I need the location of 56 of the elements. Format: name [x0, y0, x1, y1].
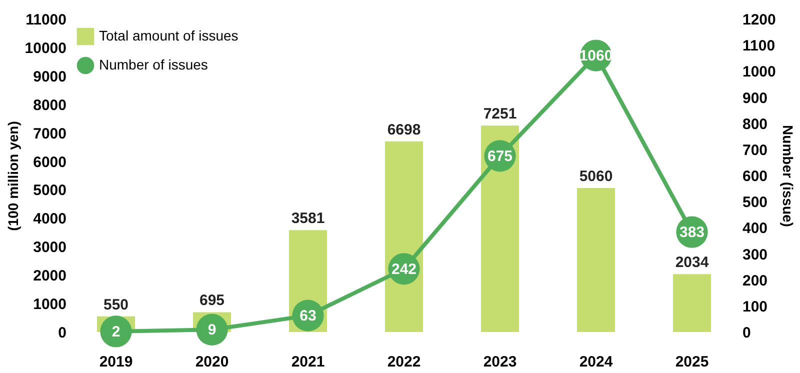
y-tick-label: 6000: [33, 154, 66, 171]
x-tick-label: 2021: [291, 354, 325, 370]
data-label: 63: [300, 308, 316, 325]
y-tick-label: 8000: [33, 96, 66, 114]
data-label: 1060: [579, 48, 613, 65]
x-tick-label: 2020: [195, 354, 229, 370]
y-tick-label: 1000: [33, 296, 66, 314]
y2-tick-label: 200: [742, 272, 768, 290]
y2-tick-label: 100: [742, 298, 768, 316]
y2-tick-label: 1200: [742, 12, 776, 28]
bar: [385, 141, 423, 332]
data-label: 5060: [579, 168, 613, 186]
y-tick-label: 2000: [33, 268, 66, 285]
data-label: 2034: [675, 254, 710, 272]
data-label: 3581: [291, 210, 325, 228]
x-tick-label: 2019: [99, 354, 133, 370]
y2-tick-label: 700: [742, 142, 768, 159]
bar: [673, 274, 711, 332]
y2-tick-label: 400: [742, 220, 768, 238]
x-tick-label: 2023: [483, 354, 517, 370]
y-tick-label: 4000: [33, 210, 66, 228]
data-label: 2: [112, 323, 120, 340]
y-axis-title: (100 million yen): [4, 121, 21, 231]
y2-tick-label: 0: [742, 324, 751, 342]
x-tick-label: 2024: [579, 354, 614, 370]
data-label: 550: [103, 296, 129, 314]
y2-tick-label: 1100: [742, 38, 776, 55]
y-tick-label: 5000: [33, 182, 66, 200]
data-label: 9: [208, 322, 216, 339]
data-label: 695: [199, 292, 225, 310]
y2-tick-label: 500: [742, 194, 768, 212]
data-label: 675: [487, 148, 513, 165]
y-tick-label: 9000: [33, 68, 66, 86]
y-tick-label: 0: [58, 324, 66, 342]
y2-tick-label: 600: [742, 168, 768, 185]
y2-tick-label: 300: [742, 246, 768, 264]
y2-tick-label: 900: [742, 90, 768, 107]
legend-label: Total amount of issues: [99, 28, 238, 44]
data-label: 6698: [387, 121, 421, 138]
y2-tick-label: 800: [742, 116, 768, 133]
y-tick-label: 7000: [33, 125, 66, 142]
x-tick-label: 2022: [387, 354, 421, 370]
y2-axis-title: Number (issue): [780, 125, 796, 227]
point: [100, 316, 132, 348]
data-label: 242: [391, 260, 417, 278]
data-label: 383: [679, 224, 705, 242]
bar: [481, 126, 519, 332]
y-tick-label: 11000: [26, 12, 66, 28]
bar: [577, 188, 615, 332]
data-label: 7251: [483, 106, 517, 123]
legend-label: Number of issues: [99, 56, 208, 72]
x-tick-label: 2025: [675, 354, 709, 370]
y2-tick-label: 1000: [742, 64, 776, 81]
point: [196, 314, 228, 346]
y-tick-label: 10000: [24, 40, 66, 57]
y-tick-label: 3000: [33, 239, 66, 256]
